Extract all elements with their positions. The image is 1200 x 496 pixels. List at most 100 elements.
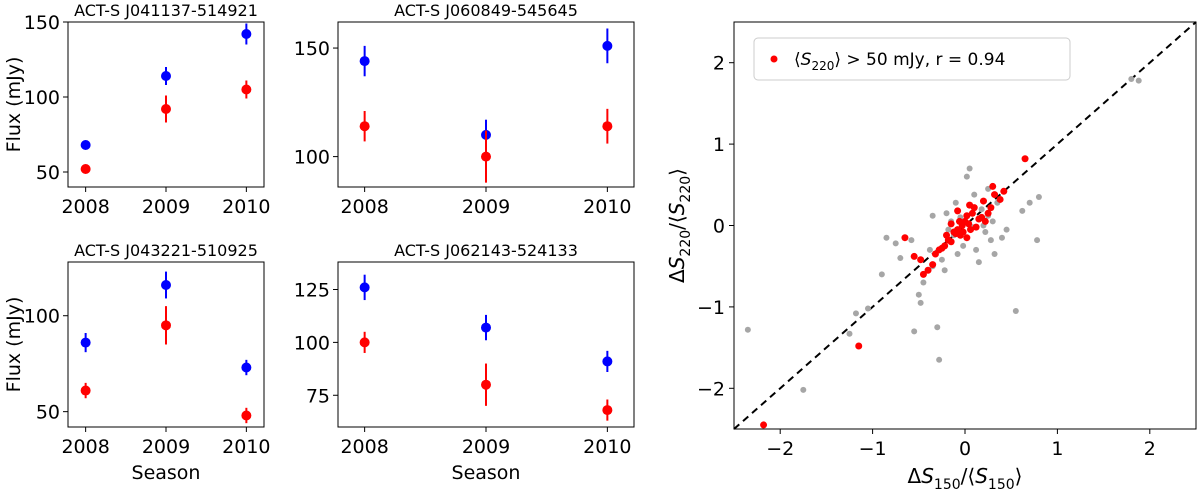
grey-point xyxy=(966,165,973,172)
x-tick-label: 2008 xyxy=(340,196,388,218)
data-point xyxy=(602,121,613,132)
y-axis-label: Flux (mJy) xyxy=(3,297,25,393)
grey-point xyxy=(926,246,933,253)
data-point xyxy=(602,405,613,416)
y-axis-label: ΔS220​/⟨S220​⟩ xyxy=(665,168,694,283)
x-axis-label: Season xyxy=(452,462,521,484)
grey-point xyxy=(852,310,859,317)
red-point xyxy=(984,209,992,217)
grey-point xyxy=(800,386,807,393)
grey-point xyxy=(883,234,890,241)
red-point xyxy=(760,421,768,429)
x-tick-label: 2010 xyxy=(222,436,270,458)
y-tick-label: 100 xyxy=(294,332,330,354)
x-axis-label: ΔS150​/⟨S150​⟩ xyxy=(908,464,1023,493)
data-point xyxy=(80,140,91,150)
x-tick-label: 2009 xyxy=(142,196,190,218)
red-point xyxy=(981,217,989,225)
y-tick-label: 1 xyxy=(713,134,725,156)
data-point xyxy=(481,322,491,333)
y-tick-label: 2 xyxy=(713,53,725,75)
grey-point xyxy=(998,234,1005,241)
grey-point xyxy=(1019,207,1026,214)
grey-point xyxy=(936,356,943,363)
red-point xyxy=(947,238,955,246)
data-point xyxy=(359,282,370,293)
red-point xyxy=(947,220,955,228)
red-point xyxy=(855,342,863,350)
data-point xyxy=(241,410,252,421)
y-tick-label: 100 xyxy=(24,306,60,328)
data-point xyxy=(241,29,252,39)
data-point xyxy=(602,356,613,367)
y-tick-label: 100 xyxy=(24,87,60,109)
red-point xyxy=(970,204,978,212)
red-point xyxy=(919,270,927,278)
data-point xyxy=(241,84,252,95)
panel-3: ACT-S J043221-510925 50 100 2008 2009 2010 Flu… xyxy=(3,241,271,484)
red-point xyxy=(1021,155,1029,163)
panel-2: ACT-S J060849-545645 100 150 2008 2009 2010 xyxy=(294,1,635,218)
grey-point xyxy=(920,279,927,286)
red-point xyxy=(954,226,962,234)
red-point xyxy=(910,252,918,260)
x-axis-label: Season xyxy=(132,462,201,484)
panel-title: ACT-S J062143-524133 xyxy=(394,241,578,260)
red-point xyxy=(965,220,973,228)
red-point xyxy=(941,242,949,250)
data-point xyxy=(481,151,491,162)
grey-point xyxy=(846,330,853,337)
panel-title: ACT-S J041137-514921 xyxy=(74,1,258,20)
grey-point xyxy=(915,291,922,298)
data-point xyxy=(80,385,91,396)
grey-point xyxy=(945,226,952,233)
y-tick-label: 0 xyxy=(713,216,725,238)
y-tick-label: −2 xyxy=(697,378,725,400)
grey-point xyxy=(952,199,959,206)
grey-point xyxy=(954,250,961,257)
grey-point xyxy=(941,267,948,274)
data-point xyxy=(161,280,171,291)
red-point xyxy=(901,234,909,242)
red-point xyxy=(967,226,975,234)
grey-point xyxy=(1034,237,1041,244)
grey-point xyxy=(929,212,936,219)
grey-point xyxy=(987,237,994,244)
red-point xyxy=(972,223,980,231)
x-tick-label: 2008 xyxy=(61,196,109,218)
grey-point xyxy=(973,246,980,253)
legend-label: ⟨S220​⟩ > 50 mJy, r = 0.94 xyxy=(794,50,1005,73)
red-point xyxy=(991,191,999,199)
data-point xyxy=(359,56,370,67)
grey-point xyxy=(1128,75,1135,82)
panel-scatter: −2 −1 0 1 2 −2 −1 0 1 2 ΔS150​/⟨S150​⟩ ΔS220​/⟨S220… xyxy=(665,21,1197,493)
x-tick-label: 2010 xyxy=(222,196,270,218)
data-point xyxy=(80,337,91,348)
x-tick-label: 1 xyxy=(1051,438,1063,460)
red-point xyxy=(954,207,962,215)
grey-point xyxy=(975,259,982,266)
panel-title: ACT-S J060849-545645 xyxy=(394,1,578,20)
y-tick-label: −1 xyxy=(697,297,725,319)
legend-marker xyxy=(770,55,778,63)
x-tick-label: 2009 xyxy=(462,436,510,458)
grey-point xyxy=(1012,307,1019,314)
x-tick-label: 2008 xyxy=(61,436,109,458)
data-point xyxy=(80,164,91,174)
grey-point xyxy=(943,210,950,217)
grey-point xyxy=(960,242,967,249)
red-point xyxy=(989,182,997,190)
y-tick-label: 150 xyxy=(294,38,330,60)
grey-point xyxy=(971,191,978,198)
red-point xyxy=(924,266,932,274)
data-point xyxy=(359,337,370,348)
x-tick-label: 2009 xyxy=(142,436,190,458)
panel-1: ACT-S J041137-514921 50 100 150 2008 2009 2010… xyxy=(3,1,271,218)
red-point xyxy=(959,228,967,236)
panel-title: ACT-S J043221-510925 xyxy=(74,241,258,260)
x-tick-label: −1 xyxy=(859,438,887,460)
grey-point xyxy=(744,326,751,333)
x-tick-label: −2 xyxy=(766,438,794,460)
x-tick-label: 2010 xyxy=(583,196,631,218)
